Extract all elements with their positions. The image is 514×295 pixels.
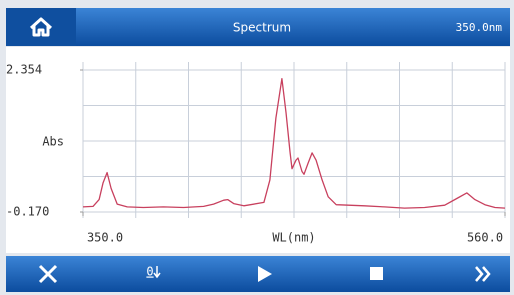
home-button[interactable] <box>6 8 76 46</box>
y-tick-label: 2.354 <box>6 63 42 77</box>
x-tick-label: 350.0 <box>87 231 123 245</box>
screen: Spectrum 350.0nm Abs WL(nm) 0 -0.170 2.35… <box>0 0 514 295</box>
y-tick-label: -0.170 <box>6 205 49 219</box>
zero-button[interactable]: 0 <box>146 265 153 279</box>
wavelength: 350.0nm <box>456 21 503 34</box>
y-axis-label: Abs <box>42 135 64 149</box>
screen-title: Spectrum <box>233 21 291 35</box>
x-axis-label: WL(nm) <box>272 231 315 245</box>
stop-button[interactable] <box>370 267 383 280</box>
x-tick-label: 560.0 <box>467 231 503 245</box>
chart-panel <box>6 47 510 253</box>
